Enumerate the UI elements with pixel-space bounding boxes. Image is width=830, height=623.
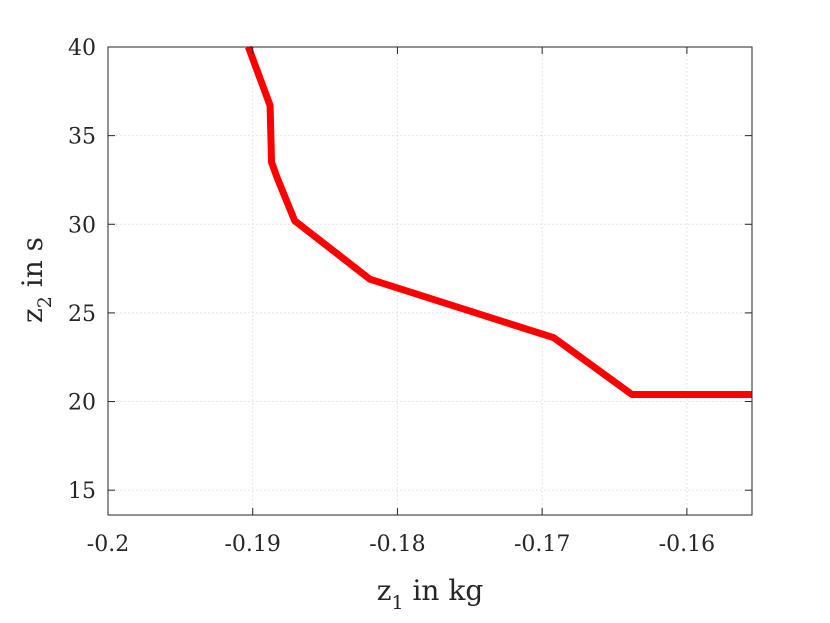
x-tick-label: -0.17 [514, 532, 570, 557]
y-tick-label: 25 [68, 302, 96, 327]
y-tick-label: 40 [68, 36, 96, 61]
x-tick-labels: -0.2 -0.19 -0.18 -0.17 -0.16 [87, 532, 715, 557]
y-axis-title: z2 in s [16, 237, 56, 323]
y-tick-label: 15 [68, 479, 96, 504]
series-layer [245, 45, 752, 398]
y-tick-label: 35 [68, 125, 96, 150]
x-tick-label: -0.19 [225, 532, 281, 557]
y-tick-labels: 15 20 25 30 35 40 [68, 36, 96, 504]
series-line [245, 45, 752, 398]
grid-lines [107, 46, 752, 515]
y-tick-label: 30 [68, 213, 96, 238]
x-tick-label: -0.2 [87, 532, 129, 557]
x-axis-title: z1 in kg [377, 574, 484, 614]
x-tick-label: -0.16 [659, 532, 715, 557]
plot-frame [107, 46, 753, 516]
y-tick-label: 20 [68, 391, 96, 416]
x-tick-label: -0.18 [369, 532, 425, 557]
tick-marks [107, 46, 752, 515]
